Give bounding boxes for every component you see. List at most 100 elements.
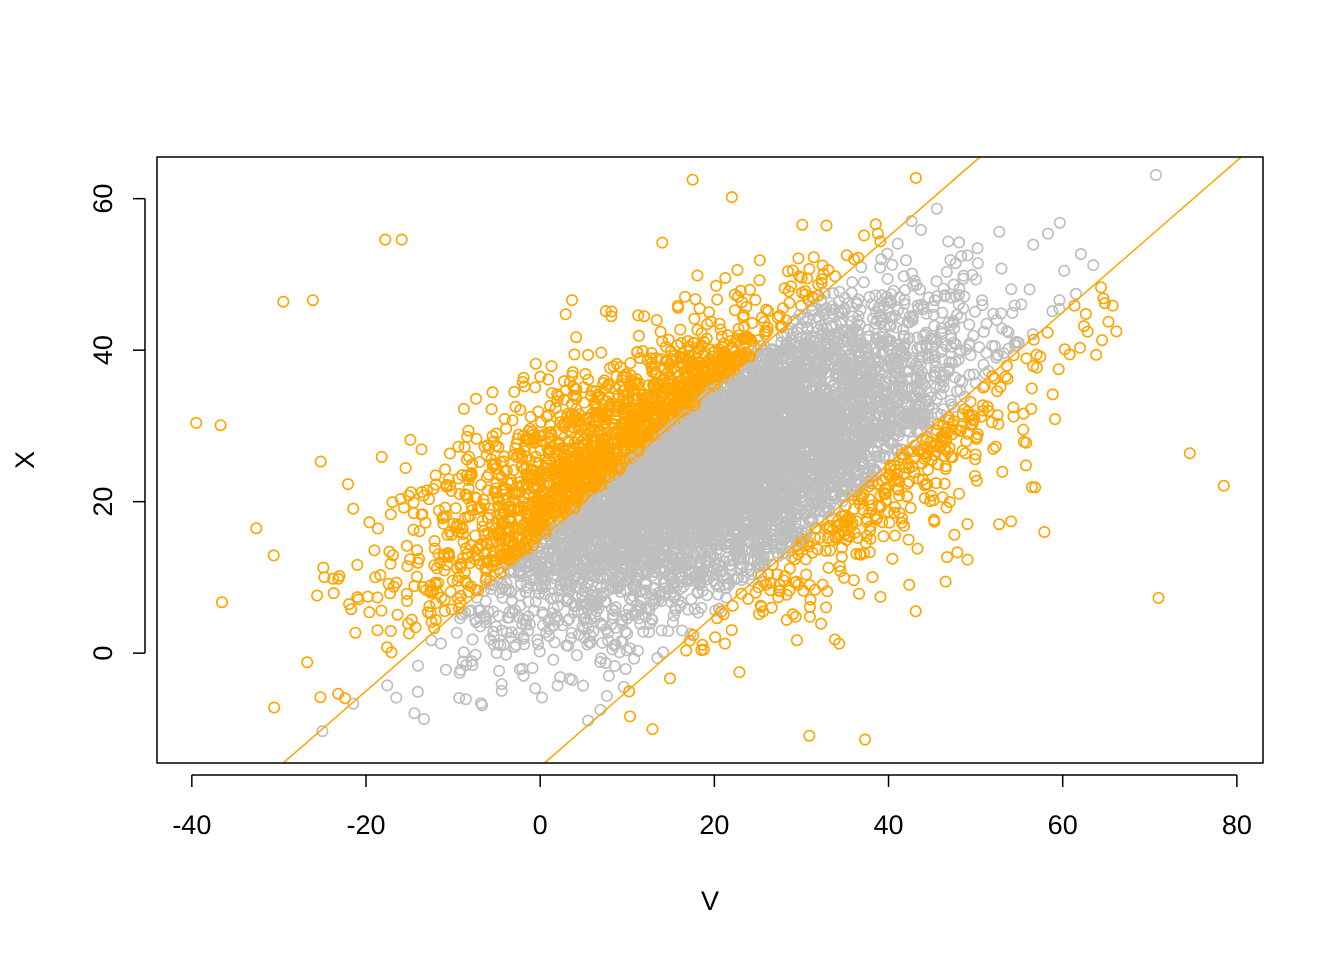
- point-orange: [343, 598, 356, 611]
- point-orange: [371, 624, 384, 637]
- point-orange: [480, 449, 493, 462]
- point-orange: [543, 399, 556, 412]
- point-gray: [547, 653, 560, 666]
- point-orange: [877, 530, 890, 543]
- point-orange: [409, 621, 422, 634]
- point-orange: [824, 544, 837, 557]
- point-orange: [993, 518, 1006, 531]
- point-gray: [957, 269, 970, 282]
- point-orange: [384, 508, 397, 521]
- point-orange: [632, 329, 645, 342]
- point-orange: [799, 553, 812, 566]
- point-gray: [495, 684, 508, 697]
- point-gray: [874, 261, 887, 274]
- point-gray: [381, 679, 394, 692]
- point-gray: [457, 646, 470, 659]
- point-orange: [351, 558, 364, 571]
- point-orange: [469, 529, 482, 542]
- point-orange: [401, 560, 414, 573]
- point-gray: [466, 633, 479, 646]
- point-gray: [642, 626, 655, 639]
- point-gray: [805, 299, 818, 312]
- point-orange: [762, 305, 775, 318]
- point-orange: [399, 461, 412, 474]
- point-gray: [961, 249, 974, 262]
- point-orange: [517, 371, 530, 384]
- point-orange: [941, 551, 954, 564]
- point-orange: [491, 491, 504, 504]
- point-gray: [977, 325, 990, 338]
- point-orange: [318, 571, 331, 584]
- point-orange: [400, 539, 413, 552]
- point-orange: [445, 603, 458, 616]
- point-orange: [464, 510, 477, 523]
- point-orange: [1058, 343, 1071, 356]
- point-orange: [638, 310, 651, 323]
- point-orange: [734, 284, 747, 297]
- point-orange: [864, 520, 877, 533]
- point-orange: [333, 569, 346, 582]
- point-gray: [453, 666, 466, 679]
- point-orange: [988, 372, 1001, 385]
- point-gray: [613, 646, 626, 659]
- point-orange: [570, 331, 583, 344]
- point-orange: [753, 254, 766, 267]
- point-gray: [517, 669, 530, 682]
- point-orange: [545, 387, 558, 400]
- point-orange: [1025, 402, 1038, 415]
- point-gray: [548, 613, 561, 626]
- point-orange: [490, 427, 503, 440]
- point-orange: [866, 571, 879, 584]
- point-orange: [796, 218, 809, 231]
- point-orange: [815, 617, 828, 630]
- point-orange: [786, 608, 799, 621]
- point-orange: [375, 604, 388, 617]
- point-orange: [822, 561, 835, 574]
- point-gray: [479, 595, 492, 608]
- point-orange: [579, 367, 592, 380]
- point-orange: [636, 344, 649, 357]
- point-gray: [411, 685, 424, 698]
- point-orange: [610, 357, 623, 370]
- point-orange: [981, 400, 994, 413]
- point-gray: [596, 636, 609, 649]
- point-gray: [526, 661, 539, 674]
- point-orange: [480, 471, 493, 484]
- point-orange: [386, 549, 399, 562]
- point-gray: [906, 314, 919, 327]
- point-orange: [462, 424, 475, 437]
- point-orange: [268, 701, 281, 714]
- point-orange: [1049, 413, 1062, 426]
- point-orange: [696, 638, 709, 651]
- point-gray: [513, 663, 526, 676]
- point-orange: [847, 574, 860, 587]
- point-orange: [725, 624, 738, 637]
- point-orange: [506, 414, 519, 427]
- point-orange: [347, 502, 360, 515]
- point-gray: [898, 297, 911, 310]
- point-orange: [726, 599, 739, 612]
- point-gray: [812, 311, 825, 324]
- point-orange: [746, 316, 759, 329]
- point-orange: [420, 583, 433, 596]
- point-orange: [317, 561, 330, 574]
- point-gray: [469, 648, 482, 661]
- point-orange: [1106, 299, 1119, 312]
- point-orange: [778, 282, 791, 295]
- point-orange: [371, 522, 384, 535]
- point-gray: [519, 618, 532, 631]
- point-gray: [602, 669, 615, 682]
- point-orange: [961, 553, 974, 566]
- point-gray: [408, 707, 421, 720]
- point-orange: [986, 369, 999, 382]
- point-gray: [570, 649, 583, 662]
- point-gray: [846, 276, 859, 289]
- point-orange: [441, 528, 454, 541]
- point-orange: [790, 575, 803, 588]
- point-gray: [881, 272, 894, 285]
- point-gray: [967, 329, 980, 342]
- point-orange: [819, 544, 832, 557]
- point-gray: [621, 627, 634, 640]
- point-orange: [714, 323, 727, 336]
